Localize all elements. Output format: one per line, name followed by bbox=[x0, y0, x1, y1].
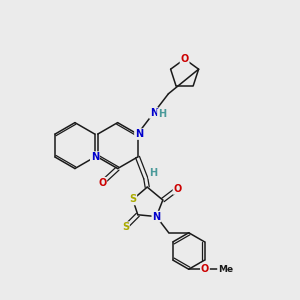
Text: O: O bbox=[181, 54, 189, 64]
Text: S: S bbox=[122, 222, 129, 232]
Text: N: N bbox=[152, 212, 160, 221]
Text: H: H bbox=[158, 110, 166, 119]
Text: N: N bbox=[91, 152, 99, 162]
Text: O: O bbox=[98, 178, 106, 188]
Text: S: S bbox=[129, 194, 137, 205]
Text: O: O bbox=[201, 264, 209, 274]
Text: H: H bbox=[149, 168, 157, 178]
Text: N: N bbox=[135, 129, 143, 139]
Text: O: O bbox=[173, 184, 182, 194]
Text: Me: Me bbox=[218, 265, 233, 274]
Text: N: N bbox=[150, 108, 158, 118]
